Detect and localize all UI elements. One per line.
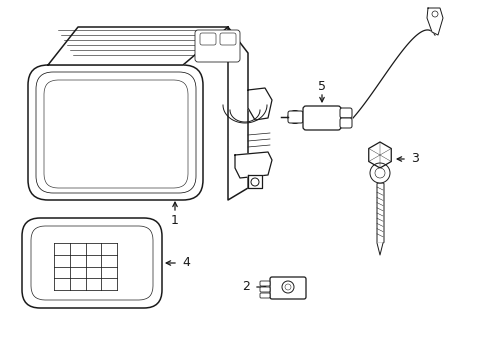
Circle shape	[250, 178, 259, 186]
Polygon shape	[48, 27, 227, 65]
Ellipse shape	[287, 111, 302, 123]
FancyBboxPatch shape	[339, 108, 351, 118]
FancyBboxPatch shape	[36, 72, 196, 193]
FancyBboxPatch shape	[260, 287, 269, 292]
Circle shape	[374, 168, 384, 178]
FancyBboxPatch shape	[269, 277, 305, 299]
FancyBboxPatch shape	[31, 226, 153, 300]
Circle shape	[282, 281, 293, 293]
Text: 4: 4	[182, 256, 189, 270]
Polygon shape	[235, 152, 271, 178]
Polygon shape	[376, 243, 382, 255]
FancyBboxPatch shape	[260, 281, 269, 286]
Text: 2: 2	[242, 280, 249, 293]
Circle shape	[285, 284, 290, 290]
FancyBboxPatch shape	[376, 183, 383, 243]
Text: 1: 1	[171, 215, 179, 228]
FancyBboxPatch shape	[200, 33, 216, 45]
Polygon shape	[247, 175, 262, 188]
FancyBboxPatch shape	[44, 80, 187, 188]
Polygon shape	[227, 27, 247, 200]
Circle shape	[431, 11, 437, 17]
FancyBboxPatch shape	[303, 106, 340, 130]
Text: 5: 5	[317, 80, 325, 93]
FancyBboxPatch shape	[195, 30, 240, 62]
FancyBboxPatch shape	[287, 111, 303, 123]
Text: 3: 3	[410, 153, 418, 166]
Polygon shape	[247, 88, 271, 120]
FancyBboxPatch shape	[339, 118, 351, 128]
FancyBboxPatch shape	[260, 293, 269, 298]
FancyBboxPatch shape	[28, 65, 203, 200]
FancyBboxPatch shape	[22, 218, 162, 308]
Polygon shape	[426, 8, 442, 35]
FancyBboxPatch shape	[220, 33, 236, 45]
Polygon shape	[368, 142, 390, 168]
Circle shape	[369, 163, 389, 183]
